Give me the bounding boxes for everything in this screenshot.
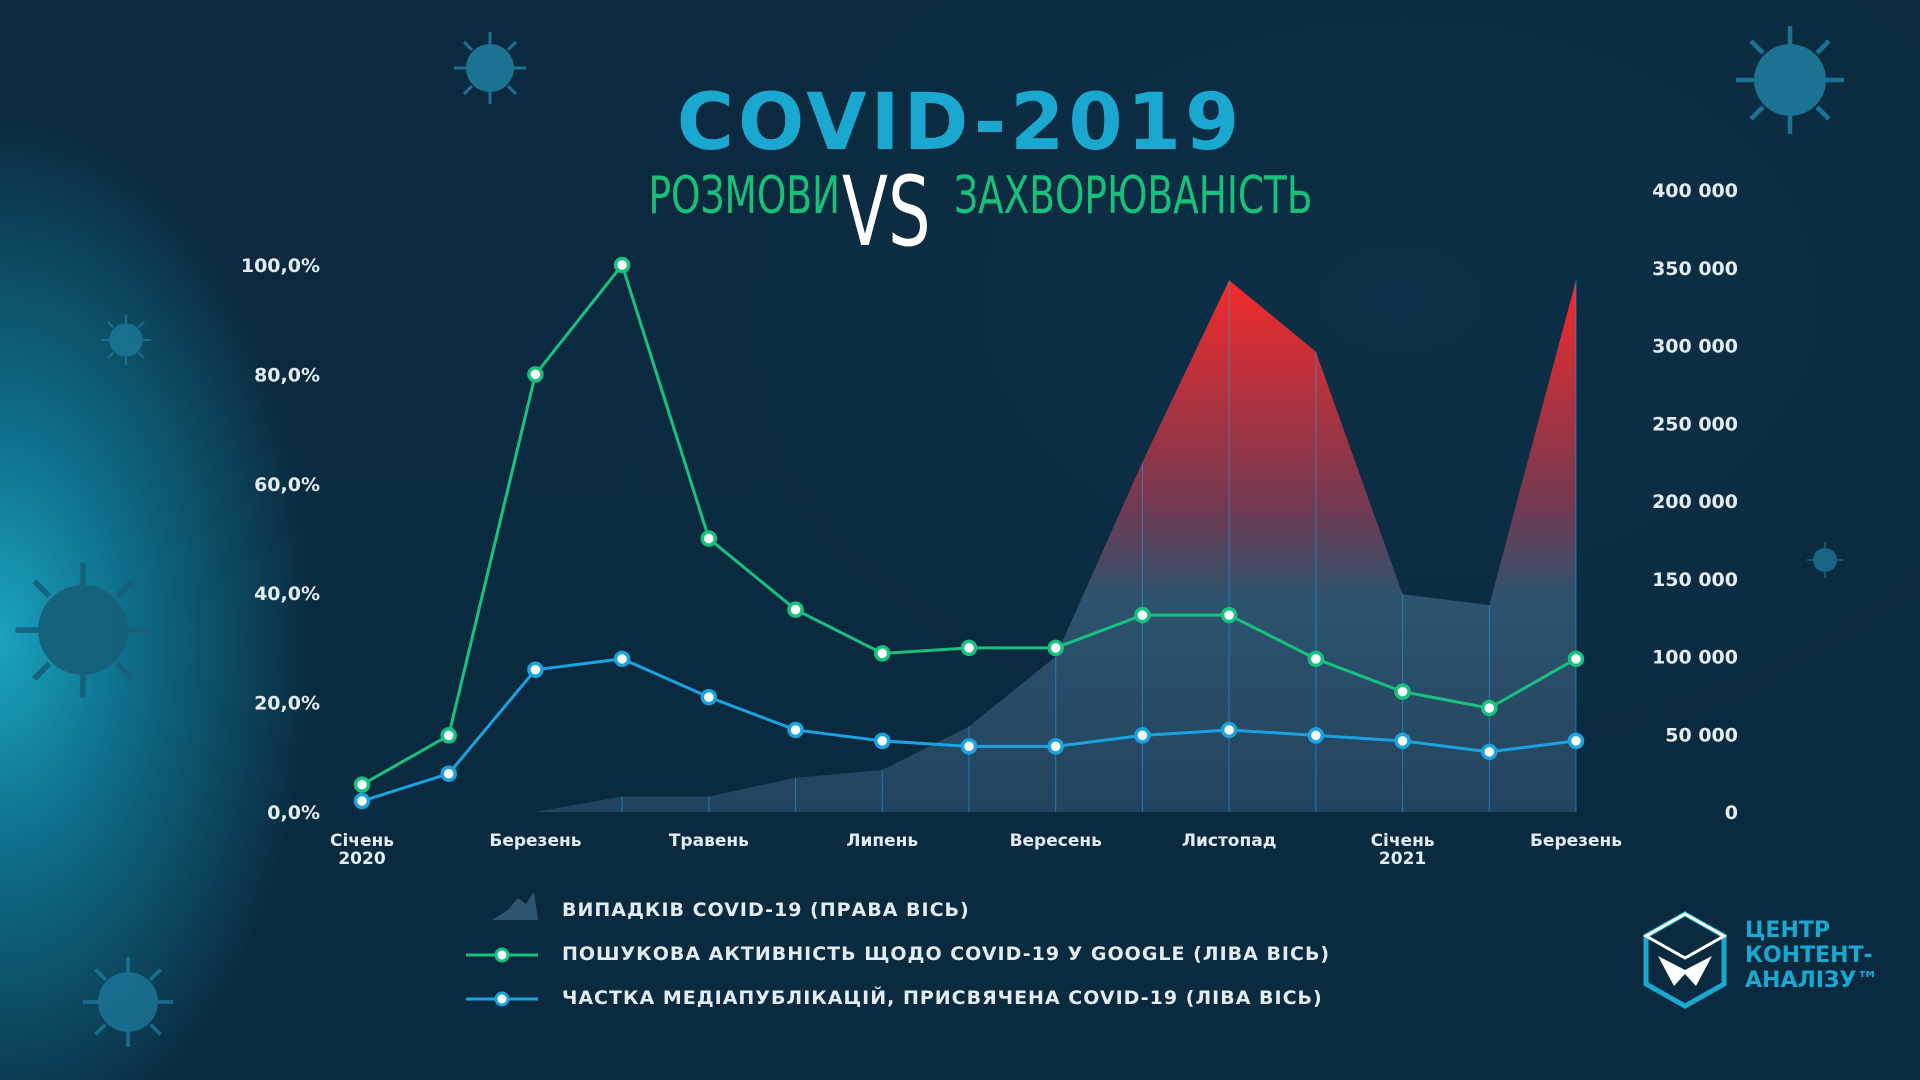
data-point [1394,732,1411,750]
y-left-tick-label: 0,0% [267,802,320,824]
legend-label: ПОШУКОВА АКТИВНІСТЬ ЩОДО COVID-19 У GOOG… [562,943,1331,965]
data-point [1567,650,1585,668]
data-point [787,721,804,739]
data-point [700,688,718,706]
x-tick-label: 2020 [338,849,385,869]
data-point [874,645,891,662]
subtitle-right: ЗАХВОРЮВАНІСТЬ [954,166,1313,226]
virus-icon [83,957,173,1047]
area-swatch-icon [466,892,538,920]
virus-icon [454,32,526,104]
data-point [1481,743,1498,761]
legend-label: ВИПАДКІВ COVID-19 (ПРАВА ВІСЬ) [562,899,970,921]
x-tick-label: Травень [669,831,749,851]
y-right-tick-label: 350 000 [1652,258,1738,280]
logo-icon [1642,911,1728,1009]
line-marker-icon [466,991,538,1007]
cases-area [362,280,1576,812]
data-point [353,792,371,810]
data-point [1047,738,1064,755]
y-right-tick-label: 250 000 [1652,413,1738,435]
y-right-tick-label: 50 000 [1665,724,1738,746]
data-point [787,601,804,618]
logo-line: КОНТЕНТ- [1745,943,1873,968]
y-left-tick-label: 40,0% [254,583,320,605]
legend-label: ЧАСТКА МЕДІАПУБЛІКАЦІЙ, ПРИСВЯЧЕНА COVID… [562,987,1323,1009]
legend-item-media: ЧАСТКА МЕДІАПУБЛІКАЦІЙ, ПРИСВЯЧЕНА COVID… [462,984,1462,1014]
y-left-tick-label: 60,0% [254,474,320,496]
logo-line: ЦЕНТР [1745,918,1830,943]
logo-text: ЦЕНТР КОНТЕНТ- АНАЛІЗУ™ [1745,918,1879,993]
x-tick-label: Листопад [1182,831,1277,851]
data-point [1220,606,1238,624]
axes-layer: 0,0% 20,0% 40,0% 60,0% 80,0% 100,0% 0 50 000 100… [241,180,1738,869]
virus-icon [1736,26,1844,134]
data-point [1481,699,1498,717]
y-left-tick-label: 20,0% [254,693,320,715]
data-point [353,776,371,793]
y-right-tick-label: 400 000 [1652,180,1738,202]
virus-icon [1807,542,1843,578]
page-title: COVID-2019 [676,78,1244,168]
data-point [960,738,978,755]
lines-layer [353,256,1585,810]
y-right-tick-label: 150 000 [1652,569,1738,591]
x-tick-label: Липень [846,831,918,851]
line-marker-icon [466,947,538,963]
logo-line: АНАЛІЗУ™ [1745,968,1879,993]
x-tick-label: Січень [330,831,394,851]
data-point [1220,721,1238,739]
x-tick-label: Березень [1530,831,1622,851]
data-point [1047,639,1064,657]
data-point [613,256,631,274]
cases-area-layer [362,280,1577,812]
data-point [1307,650,1325,668]
legend-item-search: ПОШУКОВА АКТИВНІСТЬ ЩОДО COVID-19 У GOOG… [462,940,1462,970]
y-right-tick-label: 100 000 [1652,647,1738,669]
data-point [1567,732,1585,750]
y-right-tick-label: 0 [1725,802,1738,824]
y-left-tick-label: 80,0% [254,364,320,386]
x-tick-label: 2021 [1379,849,1426,869]
data-point [440,765,457,782]
data-point [613,650,631,668]
y-left-tick-label: 100,0% [241,255,320,277]
data-point [874,732,891,750]
data-point [1394,683,1411,700]
subtitle-left: РОЗМОВИ [648,166,840,226]
data-point [1134,606,1151,624]
data-point [1134,727,1151,744]
x-tick-label: Січень [1371,831,1435,851]
data-point [1307,727,1325,744]
subtitle-vs: VS [842,156,931,268]
virus-icon [100,314,152,366]
data-point [440,727,457,744]
data-point [700,530,718,547]
legend-item-cases: ВИПАДКІВ COVID-19 (ПРАВА ВІСЬ) [462,892,1462,926]
data-point [527,366,544,383]
y-right-tick-label: 300 000 [1652,336,1738,358]
virus-icon [15,562,151,698]
data-point [960,639,978,657]
x-tick-label: Березень [489,831,581,851]
x-tick-label: Вересень [1010,831,1102,851]
y-right-tick-label: 200 000 [1652,491,1738,513]
data-point [527,661,544,679]
